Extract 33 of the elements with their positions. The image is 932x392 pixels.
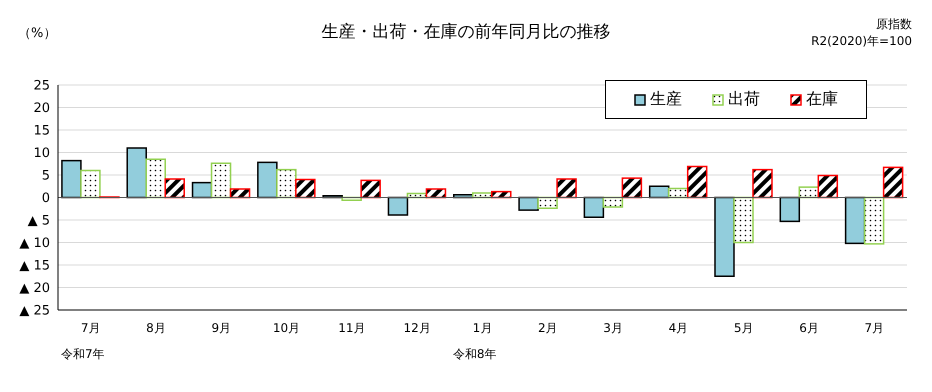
x-tick-label: 1月 bbox=[472, 321, 492, 335]
x-tick-label: 8月 bbox=[146, 321, 166, 335]
y-tick-label: ▲ 25 bbox=[19, 304, 50, 319]
y-tick-label: 5 bbox=[42, 168, 50, 184]
legend-label: 出荷 bbox=[728, 89, 760, 110]
y-tick-label: ▲ 15 bbox=[19, 258, 50, 274]
x-tick-label: 2月 bbox=[538, 321, 558, 335]
text: R2(2020)年=100 bbox=[811, 33, 912, 50]
y-tick-label: ▲ 10 bbox=[19, 236, 50, 252]
x-tick-label: 7月 bbox=[864, 321, 884, 335]
y-axis-title: （%） bbox=[18, 25, 56, 42]
x-tick-label: 11月 bbox=[338, 321, 366, 335]
x-tick-label: 4月 bbox=[668, 321, 688, 335]
x-tick-label: 6月 bbox=[799, 321, 819, 335]
x-tick-label: 12月 bbox=[404, 321, 431, 335]
x-tick-label: 3月 bbox=[603, 321, 623, 335]
x-tick-label: 9月 bbox=[211, 321, 232, 335]
y-tick-label: 15 bbox=[33, 124, 50, 139]
legend-label: 在庫 bbox=[806, 89, 838, 110]
y-tick-label: 10 bbox=[33, 146, 50, 162]
legend-label: 生産 bbox=[650, 89, 682, 110]
x-tick-label: 5月 bbox=[734, 321, 754, 335]
y-tick-label: 20 bbox=[33, 101, 50, 116]
x-tick-label: 7月 bbox=[80, 321, 100, 335]
y-tick-label: 25 bbox=[33, 78, 50, 94]
x-tick-label: 10月 bbox=[272, 321, 300, 335]
y-tick-label: ▲ 5 bbox=[28, 214, 50, 229]
chart-title: 生産・出荷・在庫の前年同月比の推移 bbox=[322, 22, 610, 42]
text: 令和7年 bbox=[61, 346, 105, 363]
y-tick-label: 0 bbox=[42, 191, 50, 206]
text: 原指数 bbox=[875, 16, 912, 33]
y-tick-label: ▲ 20 bbox=[19, 281, 50, 296]
text: 令和8年 bbox=[452, 346, 496, 363]
